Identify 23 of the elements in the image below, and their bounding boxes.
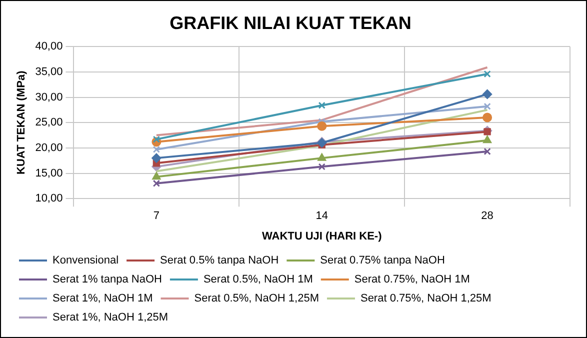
legend-label: Serat 1%, NaOH 1M <box>52 292 153 305</box>
y-axis-title: KUAT TEKAN (MPa) <box>16 70 28 174</box>
x-tick-label: 14 <box>316 210 328 222</box>
y-tick-label: 20,00 <box>35 142 63 154</box>
chart-title: GRAFIK NILAI KUAT TEKAN <box>170 12 412 33</box>
legend-label: Serat 0.5%, NaOH 1M <box>203 274 313 286</box>
x-axis-title: WAKTU UJI (HARI KE-) <box>262 230 382 242</box>
legend-label: Serat 1%, NaOH 1,25M <box>52 312 168 324</box>
y-tick-label: 25,00 <box>35 116 63 129</box>
legend-label: Serat 0.5% tanpa NaOH <box>160 254 279 267</box>
legend-label: Serat 0.5%, NaOH 1,25M <box>194 292 319 305</box>
y-tick-label: 40,00 <box>35 40 63 53</box>
legend-label: Konvensional <box>52 254 119 267</box>
x-tick-label: 28 <box>481 210 494 222</box>
y-tick-label: 30,00 <box>35 91 63 104</box>
x-tick-label: 7 <box>153 210 160 222</box>
legend-label: Serat 0.75%, NaOH 1M <box>354 274 470 286</box>
legend-label: Serat 0.75%, NaOH 1,25M <box>360 292 492 305</box>
y-tick-label: 10,00 <box>35 192 63 205</box>
y-tick-label: 35,00 <box>35 66 63 78</box>
legend-label: Serat 0.75% tanpa NaOH <box>320 254 445 267</box>
legend-label: Serat 1% tanpa NaOH <box>52 274 162 286</box>
y-tick-label: 15,00 <box>35 167 63 180</box>
